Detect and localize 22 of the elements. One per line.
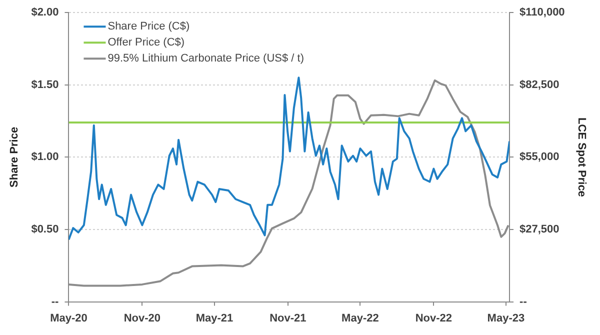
y2-tick-label: $82,500 <box>520 78 560 91</box>
y2-axis-title: LCE Spot Price <box>575 117 588 197</box>
x-tick-label: Nov-20 <box>124 312 161 324</box>
x-tick-label: May-20 <box>50 312 88 324</box>
y2-tick-label: $27,500 <box>520 224 560 236</box>
x-tick-label: Nov-22 <box>415 312 452 324</box>
x-tick-label: May-22 <box>342 312 379 324</box>
y-tick-label: $2.00 <box>31 6 59 19</box>
y-tick-label: $0.50 <box>31 224 59 236</box>
x-tick-label: May-21 <box>196 312 234 324</box>
y-axis-title: Share Price <box>8 126 21 188</box>
legend-label: Share Price (C$) <box>108 20 190 33</box>
x-tick-label: Nov-21 <box>270 312 306 324</box>
y2-tick-label: -- <box>520 296 528 308</box>
x-tick-label: May-23 <box>487 312 525 324</box>
y2-tick-label: $110,000 <box>520 6 565 19</box>
y2-tick-label: $55,000 <box>520 151 560 164</box>
legend-label: 99.5% Lithium Carbonate Price (US$ / t) <box>108 52 304 65</box>
legend-label: Offer Price (C$) <box>108 36 185 49</box>
y-tick-label: $1.00 <box>31 151 59 164</box>
y-tick-label: -- <box>51 296 60 308</box>
y-tick-label: $1.50 <box>31 78 59 91</box>
